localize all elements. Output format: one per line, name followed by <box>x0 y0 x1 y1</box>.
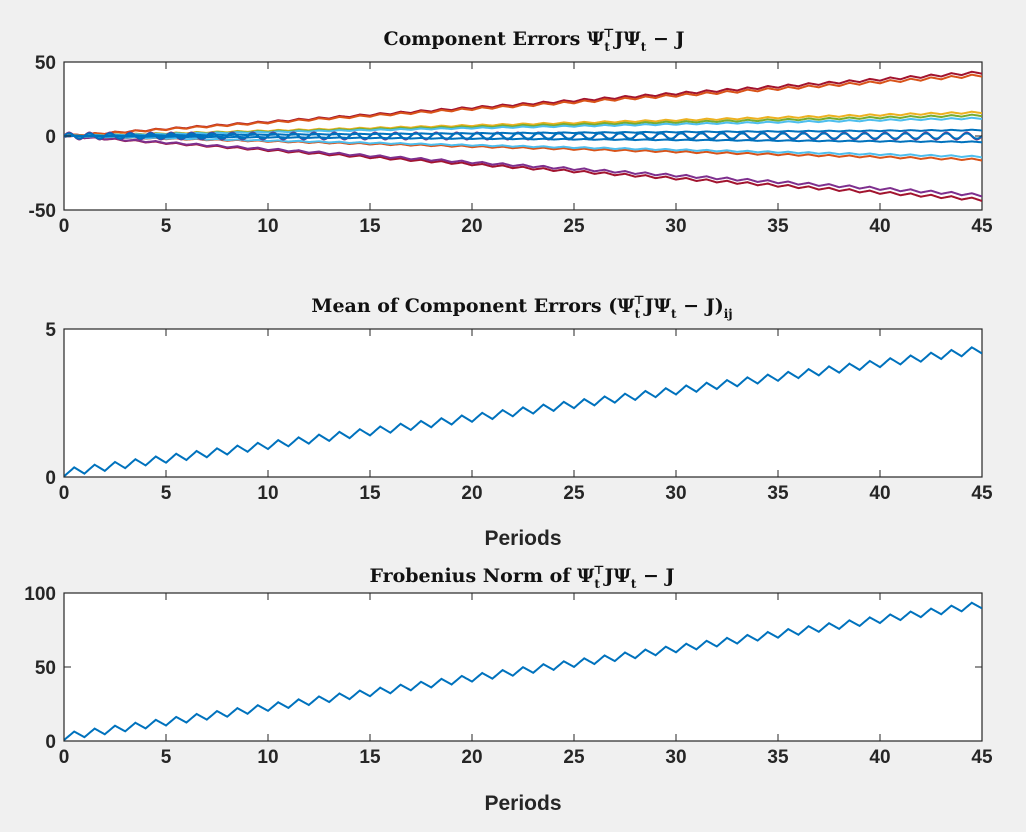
x-tick-label: 45 <box>971 216 993 237</box>
y-tick-label: 0 <box>45 127 56 148</box>
x-tick-label: 25 <box>563 216 585 237</box>
x-tick-label: 15 <box>359 483 381 504</box>
x-tick-label: 0 <box>59 747 70 768</box>
x-tick-label: 30 <box>665 483 686 504</box>
x-tick-label: 25 <box>563 483 585 504</box>
series-line-c14 <box>64 132 982 140</box>
x-tick-label: 5 <box>161 216 172 237</box>
panel-2-title: Mean of Component Errors (Ψt⊤JΨt − J)ij <box>311 293 732 321</box>
y-tick-label: 50 <box>35 658 56 679</box>
panel-2-plot-area <box>64 346 982 477</box>
x-tick-label: 20 <box>461 483 482 504</box>
x-tick-label: 35 <box>767 483 789 504</box>
x-tick-label: 0 <box>59 483 70 504</box>
x-tick-label: 40 <box>869 747 890 768</box>
panel-2-xlabel: Periods <box>484 527 561 550</box>
panel-1-title: Component Errors Ψt⊤JΨt − J <box>384 26 685 54</box>
y-tick-label: 100 <box>24 584 56 605</box>
x-tick-label: 35 <box>767 216 789 237</box>
x-tick-label: 10 <box>257 483 278 504</box>
x-tick-label: 15 <box>359 216 381 237</box>
x-tick-label: 0 <box>59 216 70 237</box>
panel-component-errors: Component Errors Ψt⊤JΨt − J 0 5 10 15 20 25 30… <box>29 26 993 237</box>
x-tick-label: 20 <box>461 216 482 237</box>
panel-mean-errors: Mean of Component Errors (Ψt⊤JΨt − J)ij … <box>45 293 993 550</box>
panel-frobenius-norm: Frobenius Norm of Ψt⊤JΨt − J 0 5 10 15 20 25 3… <box>24 563 993 815</box>
x-tick-label: 40 <box>869 216 890 237</box>
panel-1-plot-area <box>64 70 982 202</box>
x-tick-label: 45 <box>971 483 993 504</box>
x-tick-label: 20 <box>461 747 482 768</box>
x-tick-label: 30 <box>665 216 686 237</box>
series-line-frobenius <box>64 601 982 741</box>
y-tick-label: -50 <box>29 201 56 222</box>
x-tick-label: 10 <box>257 216 278 237</box>
series-line-c7 <box>64 116 982 138</box>
x-tick-label: 35 <box>767 747 789 768</box>
x-tick-label: 15 <box>359 747 381 768</box>
x-tick-label: 5 <box>161 483 172 504</box>
series-line-c2 <box>64 73 982 138</box>
x-tick-label: 10 <box>257 747 278 768</box>
series-line-c4 <box>64 134 982 198</box>
x-tick-label: 30 <box>665 747 686 768</box>
x-tick-label: 25 <box>563 747 585 768</box>
series-line-c9 <box>64 134 982 159</box>
panel-3-title: Frobenius Norm of Ψt⊤JΨt − J <box>369 563 674 591</box>
y-tick-label: 50 <box>35 53 56 74</box>
x-tick-label: 5 <box>161 747 172 768</box>
panel-2-axes <box>63 328 983 478</box>
x-tick-label: 45 <box>971 747 993 768</box>
panel-3-xlabel: Periods <box>484 792 561 815</box>
y-tick-label: 0 <box>45 732 56 753</box>
y-tick-label: 0 <box>45 468 56 489</box>
panel-3-plot-area <box>64 601 982 741</box>
x-tick-label: 40 <box>869 483 890 504</box>
y-tick-label: 5 <box>45 320 56 341</box>
series-line-mean <box>64 346 982 477</box>
